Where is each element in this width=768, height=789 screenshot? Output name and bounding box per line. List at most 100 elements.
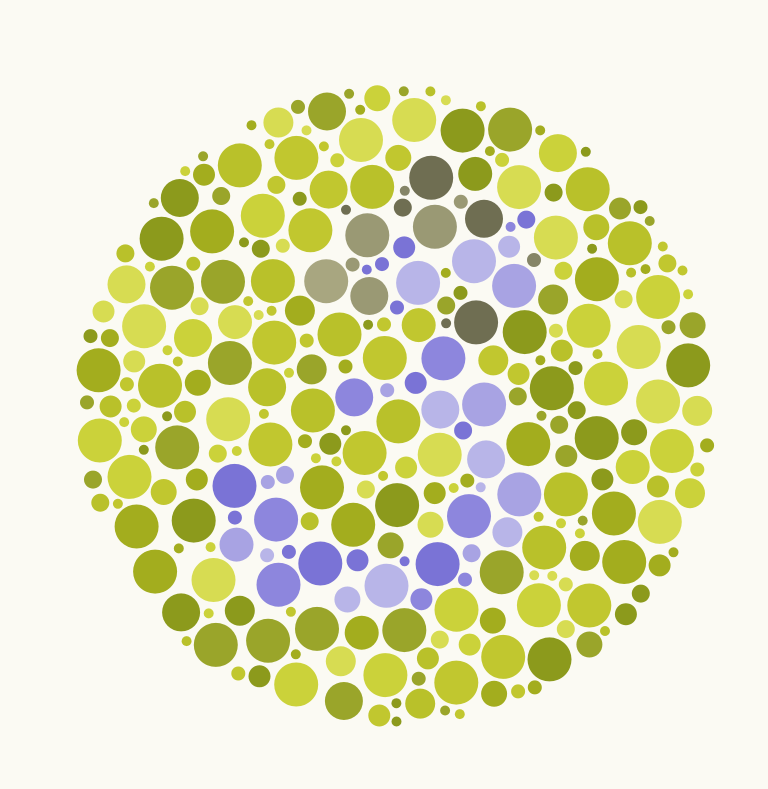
plate-dot [409, 155, 454, 200]
plate-dot [342, 431, 387, 475]
plate-dot [191, 558, 236, 602]
plate-dot [219, 527, 254, 562]
plate-dot [130, 416, 157, 443]
plate-dot [198, 151, 209, 162]
plate-dot [122, 304, 167, 349]
plate-dot [462, 382, 507, 427]
plate-dot [258, 408, 269, 419]
plate-dot [434, 587, 479, 632]
plate-dot [325, 646, 356, 677]
plate-dot [649, 429, 694, 473]
plate-dot [425, 86, 436, 97]
plate-dot [506, 422, 551, 467]
plate-dot [488, 107, 533, 152]
plate-dot [434, 660, 479, 705]
plate-dot [290, 649, 301, 660]
plate-dot [260, 548, 275, 563]
plate-dot [263, 107, 294, 138]
plate-dot [203, 608, 214, 619]
plate-dot [240, 193, 285, 238]
plate-dot [565, 167, 610, 212]
plate-dot [285, 606, 296, 617]
plate-dot [507, 363, 530, 385]
plate-dot [172, 356, 183, 367]
dot-pattern-icon [76, 85, 715, 727]
plate-dot [275, 238, 290, 253]
plate-dot [550, 339, 573, 362]
plate-dot [139, 216, 184, 261]
plate-dot [350, 164, 395, 209]
plate-dot [587, 243, 598, 254]
plate-dot [583, 214, 610, 241]
plate-dot [345, 257, 360, 272]
plate-dot [190, 297, 209, 316]
plate-dot [231, 666, 246, 681]
plate-dot [453, 194, 468, 209]
plate-dot [465, 199, 503, 238]
plate-dot [281, 544, 296, 559]
plate-dot [345, 213, 390, 258]
plate-dot [375, 257, 389, 272]
plate-dot [591, 468, 614, 491]
plate-dot [246, 618, 291, 663]
plate-dot [569, 540, 600, 571]
plate-dot [547, 570, 558, 581]
plate-dot [296, 354, 327, 385]
plate-dot [99, 395, 122, 418]
plate-dot [330, 153, 345, 168]
plate-dot [441, 318, 452, 329]
plate-dot [364, 85, 391, 112]
plate-dot [607, 221, 652, 266]
plate-dot [396, 260, 441, 305]
plate-dot [658, 254, 677, 273]
plate-dot [535, 125, 546, 136]
plate-dot [458, 633, 481, 656]
plate-dot [550, 415, 569, 434]
plate-dot [529, 570, 540, 581]
plate-dot [576, 631, 603, 658]
plate-dot [614, 290, 633, 309]
plate-dot [421, 336, 466, 381]
plate-dot [668, 547, 679, 558]
plate-dot [453, 285, 468, 300]
plate-dot [148, 198, 159, 209]
plate-dot [138, 444, 149, 455]
plate-dot [458, 156, 493, 191]
plate-dot [133, 549, 178, 594]
plate-dot [208, 444, 227, 463]
plate-dot [454, 300, 499, 345]
plate-dot [558, 577, 573, 592]
plate-dot [206, 397, 251, 442]
plate-dot [527, 253, 541, 267]
plate-dot [568, 361, 583, 376]
plate-dot [217, 143, 262, 188]
plate-dot [644, 216, 655, 226]
plate-dot [284, 295, 315, 326]
plate-dot [580, 146, 591, 157]
plate-dot [502, 310, 547, 355]
plate-dot [615, 450, 650, 484]
plate-dot [498, 235, 521, 258]
plate-dot [80, 395, 94, 410]
plate-dot [700, 438, 715, 453]
plate-dot [505, 221, 516, 232]
plate-dot [637, 499, 682, 544]
plate-dot [657, 241, 668, 252]
plate-dot [344, 615, 379, 650]
plate-dot [256, 562, 301, 607]
plate-dot [452, 239, 496, 284]
plate-dot [290, 388, 335, 433]
plate-dot [319, 432, 342, 455]
plate-dot [411, 671, 426, 686]
plate-dot [478, 345, 509, 376]
plate-dot [621, 419, 648, 446]
plate-dot [227, 510, 242, 525]
plate-dot [160, 179, 199, 217]
plate-dot [362, 336, 407, 380]
plate-dot [556, 620, 575, 639]
plate-dot [527, 637, 572, 682]
plate-dot [683, 289, 694, 300]
plate-dot [522, 525, 567, 570]
plate-dot [554, 261, 573, 280]
